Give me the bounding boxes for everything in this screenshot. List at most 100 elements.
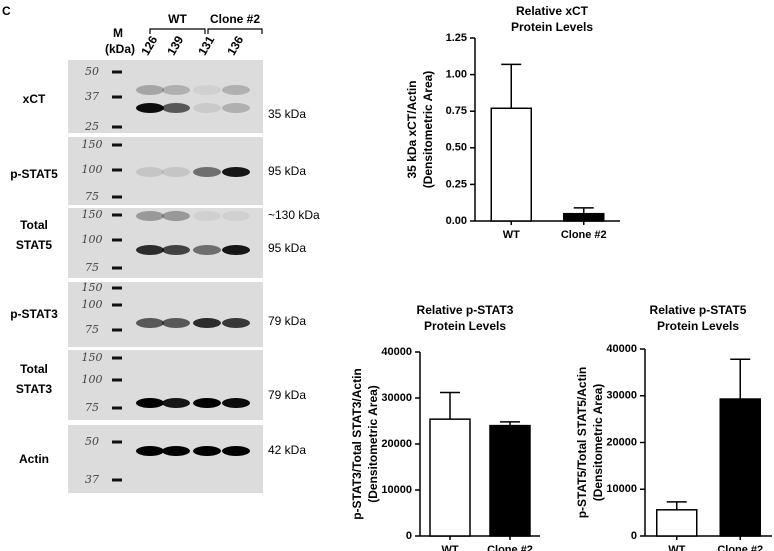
marker-band: [112, 378, 122, 382]
blot-band: [193, 318, 221, 328]
blot-band: [222, 167, 250, 177]
bar: [563, 212, 605, 222]
y-tick-label: 10000: [381, 484, 412, 496]
bar: [489, 424, 531, 537]
band-size: 42 kDa: [268, 443, 306, 457]
band-size: 95 kDa: [268, 164, 306, 178]
marker-size: 37: [85, 90, 99, 103]
blot-band: [222, 245, 250, 255]
marker-header: (kDa): [105, 42, 135, 56]
chart-title: Protein Levels: [511, 20, 593, 34]
blot-band: [193, 446, 221, 456]
blot-band: [193, 167, 221, 177]
blot-strip: [68, 60, 263, 133]
x-tick-label: WT: [668, 544, 685, 551]
blot-band: [162, 245, 190, 255]
marker-band: [112, 125, 122, 129]
blot-band: [193, 85, 221, 95]
marker-size: 50: [85, 65, 99, 78]
blot-label: xCT: [23, 92, 46, 106]
blot-strip: [68, 208, 263, 278]
marker-size: 100: [82, 233, 103, 246]
marker-band: [112, 328, 122, 332]
blot-label: STAT5: [16, 238, 53, 252]
blot-label: Total: [20, 362, 48, 376]
group-label: Clone #2: [210, 12, 260, 26]
marker-size: 25: [84, 120, 99, 133]
lane-label: 139: [164, 33, 186, 58]
marker-band: [112, 303, 122, 307]
marker-band: [112, 356, 122, 360]
blot-band: [136, 211, 164, 221]
marker-size: 150: [82, 351, 103, 364]
y-tick-label: 30000: [606, 390, 637, 402]
band-size: 35 kDa: [268, 107, 306, 121]
bar: [490, 107, 532, 222]
x-tick-label: WT: [503, 229, 520, 241]
y-tick-label: 0.25: [446, 178, 467, 190]
group-label: WT: [168, 12, 187, 26]
y-tick-label: 0: [631, 530, 637, 542]
y-axis-label: 35 kDa xCT/Actin: [405, 80, 419, 178]
y-tick-label: 30000: [381, 392, 412, 404]
marker-size: 100: [82, 163, 103, 176]
marker-band: [112, 143, 122, 147]
chart-title: Relative p-STAT3: [417, 303, 514, 317]
marker-size: 37: [85, 473, 99, 486]
bar: [429, 418, 471, 537]
blot-label: STAT3: [16, 382, 53, 396]
blot-band: [136, 85, 164, 95]
blot-strip: [68, 282, 263, 347]
blot-band: [162, 211, 190, 221]
blot-band: [136, 318, 164, 328]
blot-band: [222, 85, 250, 95]
marker-header: M: [113, 26, 123, 40]
marker-size: 75: [85, 190, 99, 203]
panel-label: C: [2, 4, 11, 18]
group-bracket: [207, 28, 263, 34]
y-tick-label: 20000: [606, 436, 637, 448]
y-axis-label: (Densitometric Area): [421, 71, 435, 189]
blot-band: [136, 446, 164, 456]
y-axis-label: (Densitometric Area): [591, 384, 605, 502]
x-tick-label: Clone #2: [717, 544, 763, 551]
blot-band: [222, 446, 250, 456]
blot-band: [162, 398, 190, 408]
x-tick-label: Clone #2: [561, 229, 607, 241]
marker-size: 100: [82, 298, 103, 311]
marker-band: [112, 440, 122, 444]
group-bracket: [149, 28, 206, 34]
blot-band: [193, 245, 221, 255]
x-tick-label: WT: [441, 544, 458, 551]
chart-title: Protein Levels: [424, 319, 506, 333]
marker-size: 75: [85, 323, 99, 336]
marker-band: [112, 213, 122, 217]
band-size: ~130 kDa: [268, 208, 320, 222]
marker-size: 150: [82, 208, 103, 221]
bar: [719, 398, 761, 537]
marker-band: [112, 238, 122, 242]
y-axis-label: p-STAT5/Total STAT5/Actin: [575, 367, 589, 519]
blot-band: [222, 211, 250, 221]
band-size: 95 kDa: [268, 241, 306, 255]
lane-label: 131: [195, 33, 217, 58]
marker-size: 150: [82, 138, 103, 151]
y-tick-label: 40000: [381, 346, 412, 358]
blot-band: [136, 167, 164, 177]
blot-band: [162, 446, 190, 456]
marker-band: [112, 70, 122, 74]
bar: [656, 509, 698, 537]
blot-label: p-STAT3: [10, 307, 58, 321]
blot-label: p-STAT5: [10, 167, 58, 181]
y-tick-label: 0.00: [446, 215, 467, 227]
marker-size: 150: [82, 281, 103, 294]
blot-band: [222, 318, 250, 328]
blot-band: [136, 245, 164, 255]
blot-band: [193, 103, 221, 113]
marker-band: [112, 406, 122, 410]
marker-size: 75: [85, 261, 99, 274]
blot-band: [162, 167, 190, 177]
y-tick-label: 20000: [381, 438, 412, 450]
marker-size: 50: [85, 435, 99, 448]
